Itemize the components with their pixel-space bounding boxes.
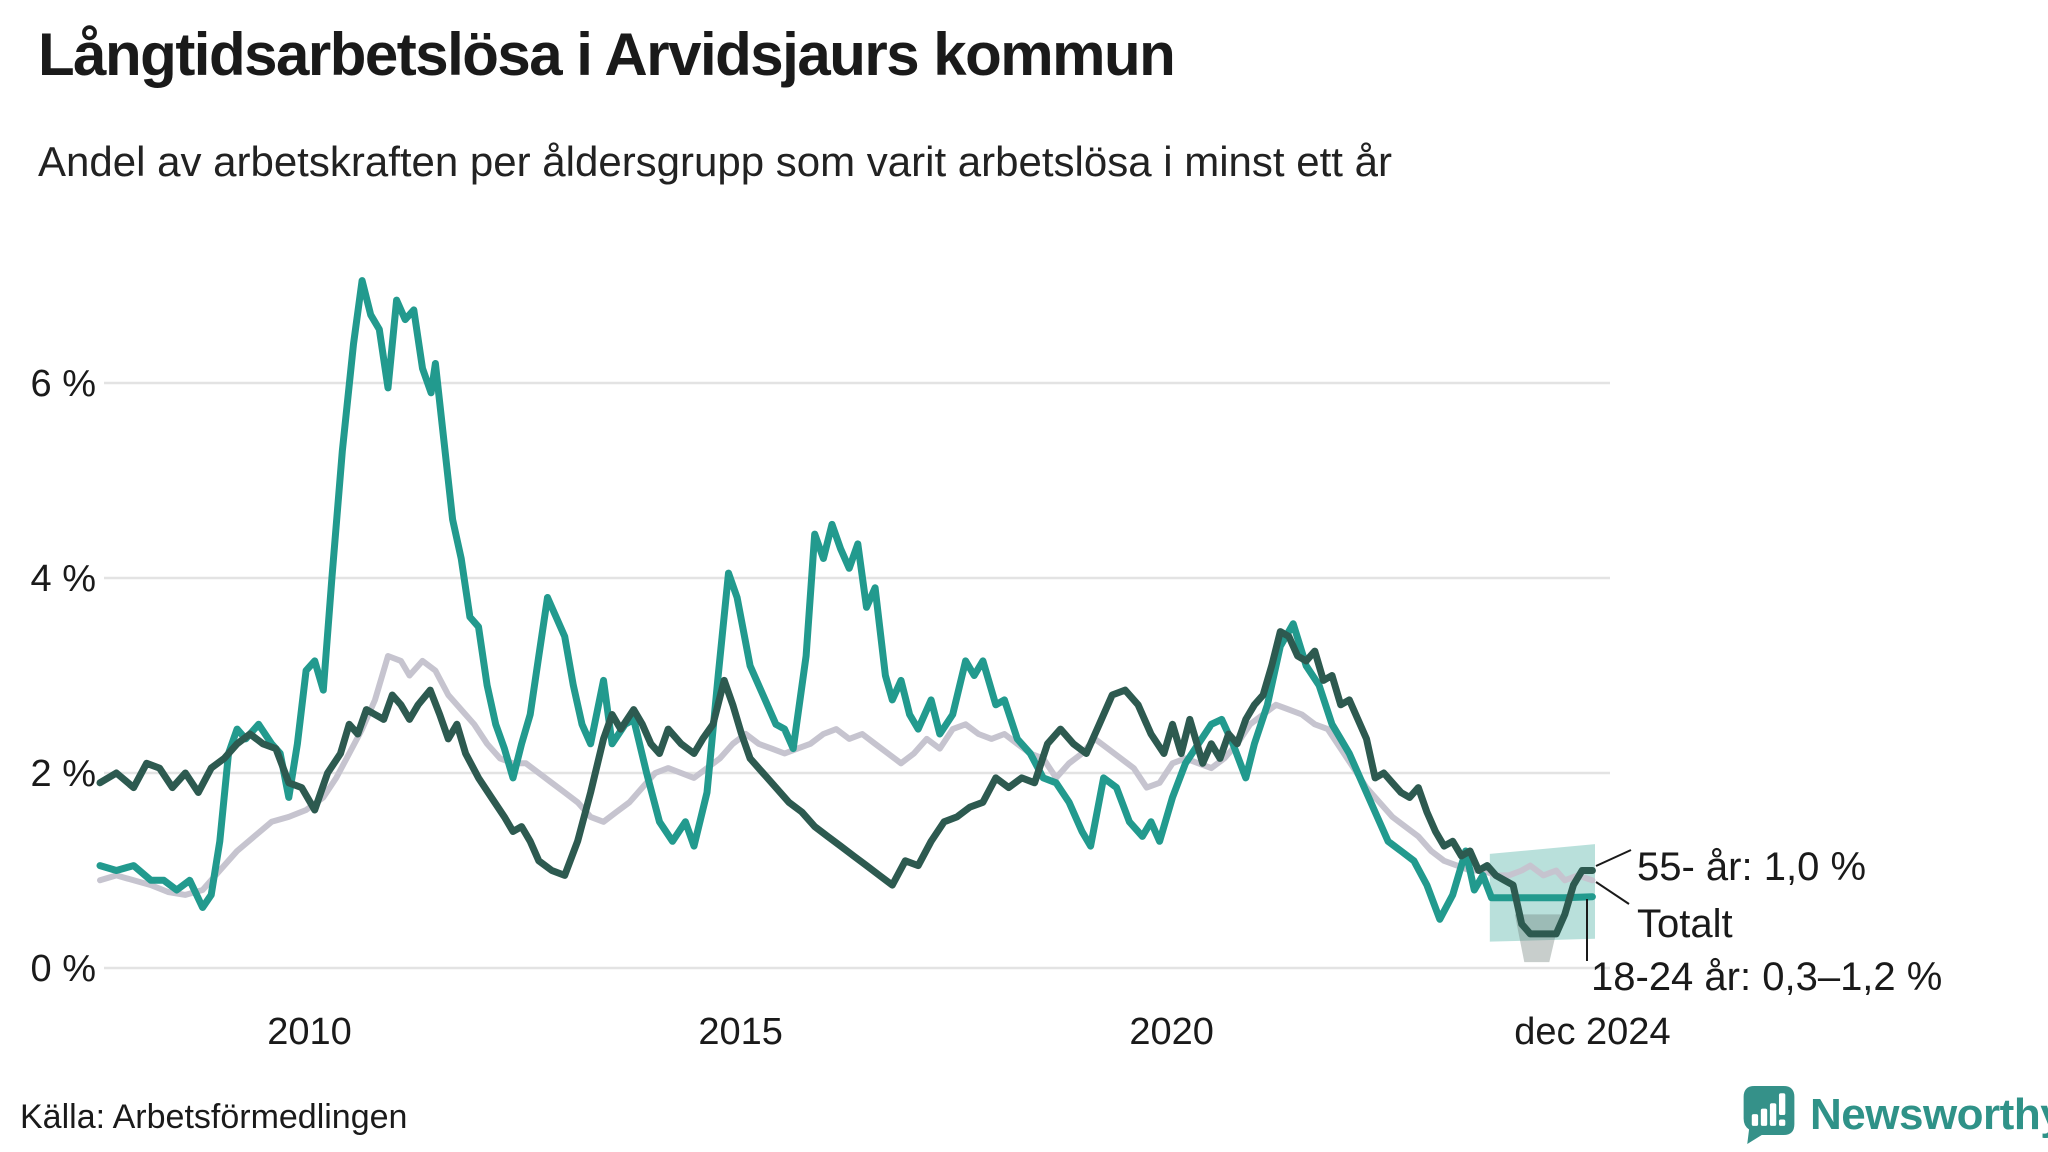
- x-tick-label: 2020: [1129, 1011, 1214, 1053]
- annotation-connector: [1595, 881, 1630, 905]
- newsworthy-logo-icon: [1743, 1086, 1795, 1144]
- confidence-bands: [1489, 844, 1595, 963]
- x-tick-label: 2010: [267, 1011, 352, 1053]
- series-line-18-24-år: [96, 277, 1596, 923]
- band-ci-18-24: [1489, 844, 1595, 942]
- page-subtitle: Andel av arbetskraften per åldersgrupp s…: [38, 138, 1392, 185]
- x-tick-label: 2015: [698, 1011, 783, 1053]
- page-title: Långtidsarbetslösa i Arvidsjaurs kommun: [38, 21, 1176, 88]
- annotation-label-55: 55- år: 1,0 %: [1637, 845, 1866, 889]
- x-tick-label: dec 2024: [1514, 1011, 1670, 1053]
- y-tick-label: 6 %: [31, 363, 96, 405]
- y-tick-label: 2 %: [31, 753, 96, 795]
- gridlines: [104, 381, 1610, 970]
- end-labels: 55- år: 1,0 % Totalt 18-24 år: 0,3–1,2 %: [1586, 845, 1942, 999]
- y-tick-label: 0 %: [31, 948, 96, 990]
- annotation-label-18-24: 18-24 år: 0,3–1,2 %: [1591, 955, 1942, 999]
- y-tick-label: 4 %: [31, 558, 96, 600]
- series-line-55--år: [96, 628, 1596, 938]
- newsworthy-logo: Newsworthy: [1740, 1084, 2048, 1146]
- newsworthy-logo-text: Newsworthy: [1810, 1090, 2048, 1139]
- x-axis-labels: 2010 2015 2020 dec 2024: [267, 1011, 1670, 1053]
- annotation-label-totalt: Totalt: [1637, 902, 1733, 946]
- y-axis-labels: 0 % 2 % 4 % 6 %: [31, 363, 96, 990]
- series-lines: [96, 277, 1596, 938]
- annotation-connector: [1595, 849, 1632, 867]
- source-note: Källa: Arbetsförmedlingen: [20, 1098, 408, 1136]
